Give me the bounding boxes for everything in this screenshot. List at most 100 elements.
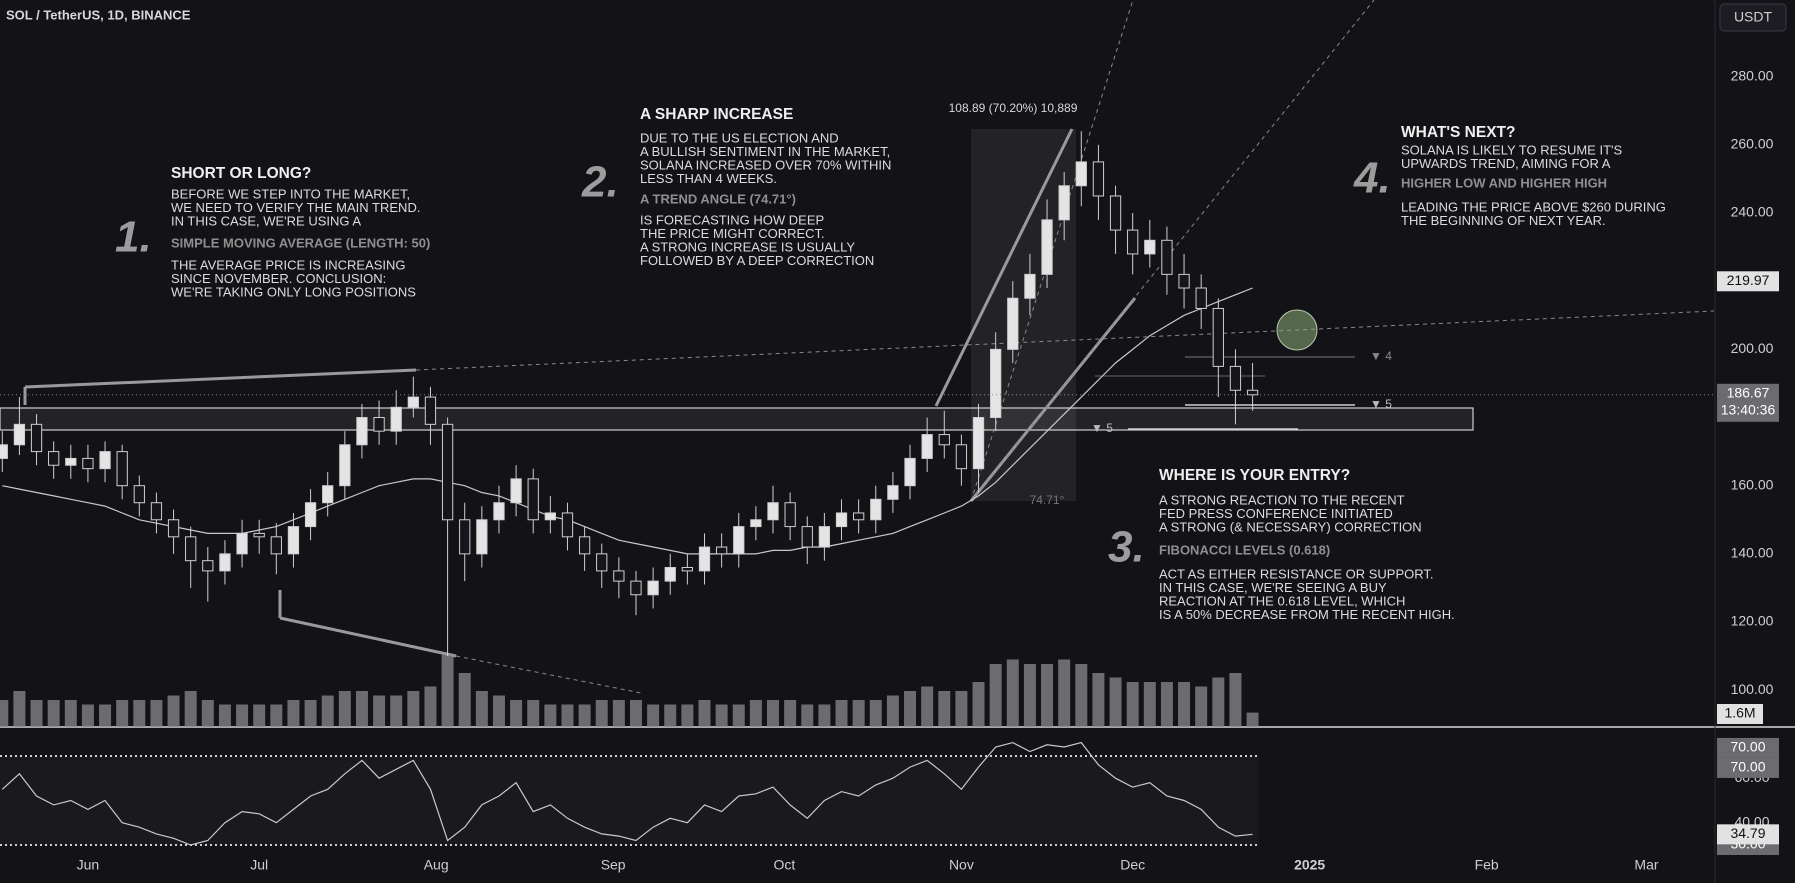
candle-body: [972, 417, 985, 470]
volume-bar: [1109, 677, 1122, 727]
candle-body: [1229, 365, 1242, 391]
volume-bar: [510, 700, 523, 727]
volume-bar: [886, 695, 899, 727]
rsi-line: [1, 741, 1253, 846]
candle-body: [1246, 389, 1259, 396]
volume-bar: [989, 664, 1002, 727]
x-tick-label: Aug: [424, 857, 449, 873]
volume-bar: [612, 700, 625, 727]
candle-body: [887, 485, 899, 500]
volume-bar: [270, 704, 283, 727]
candle-body: [185, 536, 197, 562]
rsi-box-label: 70.00: [1730, 759, 1765, 775]
fib-marker: ▼ 5: [1370, 397, 1392, 411]
note-line: A BULLISH SENTIMENT IN THE MARKET,: [640, 144, 890, 159]
volume-bar: [681, 704, 694, 727]
y-tick-label: 120.00: [1731, 613, 1774, 629]
note-line: UPWARDS TREND, AIMING FOR A: [1401, 156, 1611, 171]
candle-body: [1212, 307, 1224, 367]
candle-body: [1058, 185, 1070, 221]
volume-bar: [1178, 682, 1191, 727]
volume-bar: [852, 700, 865, 727]
x-tick-label: Jul: [250, 857, 268, 873]
candle-body: [390, 406, 402, 432]
candle-body: [1092, 161, 1105, 197]
note-line: FED PRESS CONFERENCE INITIATED: [1159, 506, 1393, 521]
candle-body: [167, 519, 180, 538]
candle-body: [270, 536, 282, 555]
candle-body: [459, 519, 471, 555]
volume-bar: [904, 691, 917, 727]
volume-bar: [955, 691, 968, 727]
candle-body: [304, 502, 317, 528]
currency-label[interactable]: USDT: [1734, 9, 1773, 25]
currency-button[interactable]: [1719, 3, 1787, 32]
volume-bar: [921, 686, 934, 727]
note-line: ACT AS EITHER RESISTANCE OR SUPPORT.: [1159, 566, 1434, 581]
volume-bar: [458, 673, 471, 727]
rsi-value-box: [1717, 824, 1779, 845]
note-line: THE PRICE MIGHT CORRECT.: [640, 226, 825, 241]
volume-bar: [30, 700, 43, 727]
volume-bar: [475, 691, 488, 727]
volume-bar: [218, 704, 231, 727]
candle-body: [613, 570, 625, 582]
volume-bar: [304, 700, 317, 727]
volume-bar: [1212, 677, 1225, 727]
rsi-box: [1717, 737, 1779, 758]
trend-line: [24, 368, 417, 389]
candle-body: [938, 434, 950, 446]
note-line: IS FORECASTING HOW DEEP: [640, 212, 824, 227]
candle-body: [853, 512, 865, 521]
note-number: 4.: [1353, 154, 1391, 203]
volume-bar: [1195, 686, 1208, 727]
trend-extension: [415, 310, 1715, 371]
candle-body: [202, 560, 214, 572]
volume-bar: [818, 704, 831, 727]
volume-bar: [184, 691, 197, 727]
sma-line: [2, 287, 1253, 555]
candle-body: [116, 451, 128, 487]
note-line: IN THIS CASE, WE'RE SEEING A BUY: [1159, 580, 1387, 595]
marker-label: 219.97: [1727, 272, 1770, 288]
volume-bar: [492, 695, 505, 727]
note-line: A STRONG INCREASE IS USUALLY: [640, 240, 855, 255]
candle-body: [287, 526, 300, 555]
price-label: 186.67: [1727, 384, 1770, 400]
trend-line: [279, 616, 457, 658]
rsi-value-label: 34.79: [1730, 825, 1765, 841]
candle-body: [784, 502, 796, 528]
candle-body: [407, 396, 419, 408]
volume-bar: [116, 700, 129, 727]
volume-bar: [1160, 682, 1173, 727]
x-tick-label: Feb: [1475, 857, 1499, 873]
volume-bar: [338, 691, 351, 727]
volume-bar: [544, 704, 557, 727]
note-number: 1.: [115, 213, 152, 262]
candle-body: [510, 478, 522, 504]
note-number: 2.: [581, 158, 619, 207]
candle-body: [236, 532, 248, 555]
candle-body: [733, 526, 745, 555]
y-tick-label: 260.00: [1731, 136, 1774, 152]
volume-bar: [869, 700, 882, 727]
note-highlight: HIGHER LOW AND HIGHER HIGH: [1401, 175, 1607, 190]
volume-bar: [1246, 712, 1259, 727]
volume-bar: [972, 682, 985, 727]
note-highlight: SIMPLE MOVING AVERAGE (LENGTH: 50): [171, 235, 430, 250]
volume-bar: [1126, 682, 1139, 727]
x-tick-label: Oct: [774, 857, 796, 873]
volume-bar: [561, 704, 574, 727]
volume-bar: [1041, 664, 1054, 727]
x-tick-label: Sep: [601, 857, 626, 873]
candle-body: [801, 526, 813, 548]
volume-bar: [236, 704, 249, 727]
volume-bar: [715, 704, 728, 727]
fib-marker: ▼ 4: [1370, 349, 1392, 363]
y-tick-label: 160.00: [1731, 476, 1774, 492]
candle-body: [441, 423, 454, 521]
x-tick-label: 2025: [1294, 857, 1325, 873]
note-highlight: FIBONACCI LEVELS (0.618): [1159, 542, 1330, 557]
